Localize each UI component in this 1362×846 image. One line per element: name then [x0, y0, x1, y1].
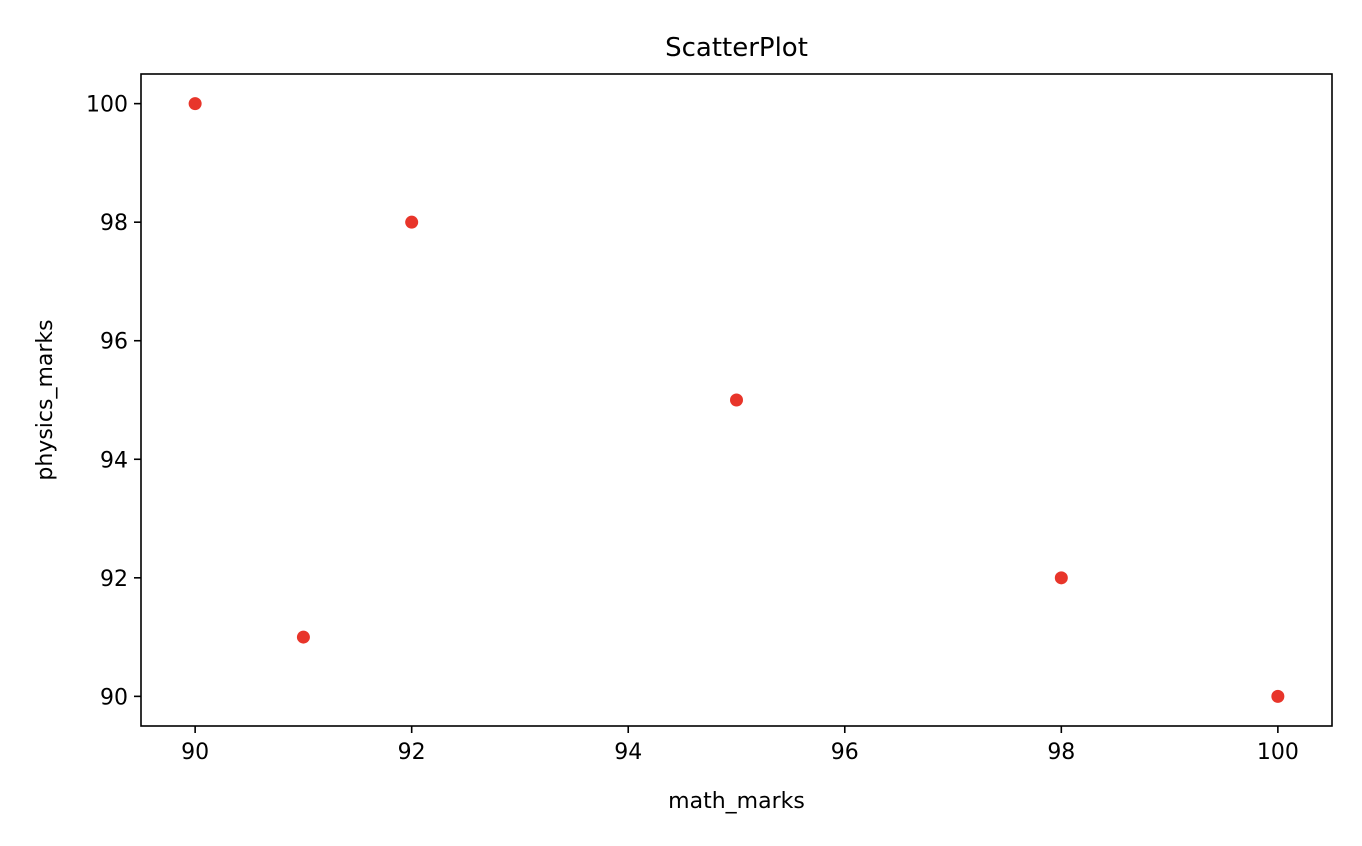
y-tick-label: 94	[100, 448, 128, 473]
scatter-point	[1054, 571, 1068, 585]
scatter-point	[188, 97, 202, 111]
y-axis-title: physics_marks	[33, 319, 58, 480]
x-tick-label: 94	[614, 740, 642, 765]
y-tick-label: 90	[100, 685, 128, 710]
x-tick-label: 92	[398, 740, 426, 765]
y-tick-label: 92	[100, 567, 128, 592]
x-tick-label: 98	[1047, 740, 1075, 765]
x-axis: 90 92 94 96 98 100	[181, 726, 1299, 765]
x-tick-label: 90	[181, 740, 209, 765]
scatter-point	[296, 630, 310, 644]
scatter-point	[730, 393, 743, 407]
y-tick-label: 100	[86, 93, 128, 118]
x-axis-title: math_marks	[668, 789, 805, 814]
y-tick-label: 96	[100, 330, 128, 355]
y-tick-label: 98	[100, 211, 128, 236]
x-tick-label: 100	[1257, 740, 1299, 765]
scatter-point	[1271, 689, 1285, 703]
chart-title: ScatterPlot	[665, 33, 808, 63]
scatter-point	[405, 215, 419, 229]
scatter-series	[188, 97, 1285, 703]
y-axis: 90 92 94 96 98 100	[86, 93, 141, 710]
x-tick-label: 96	[831, 740, 859, 765]
